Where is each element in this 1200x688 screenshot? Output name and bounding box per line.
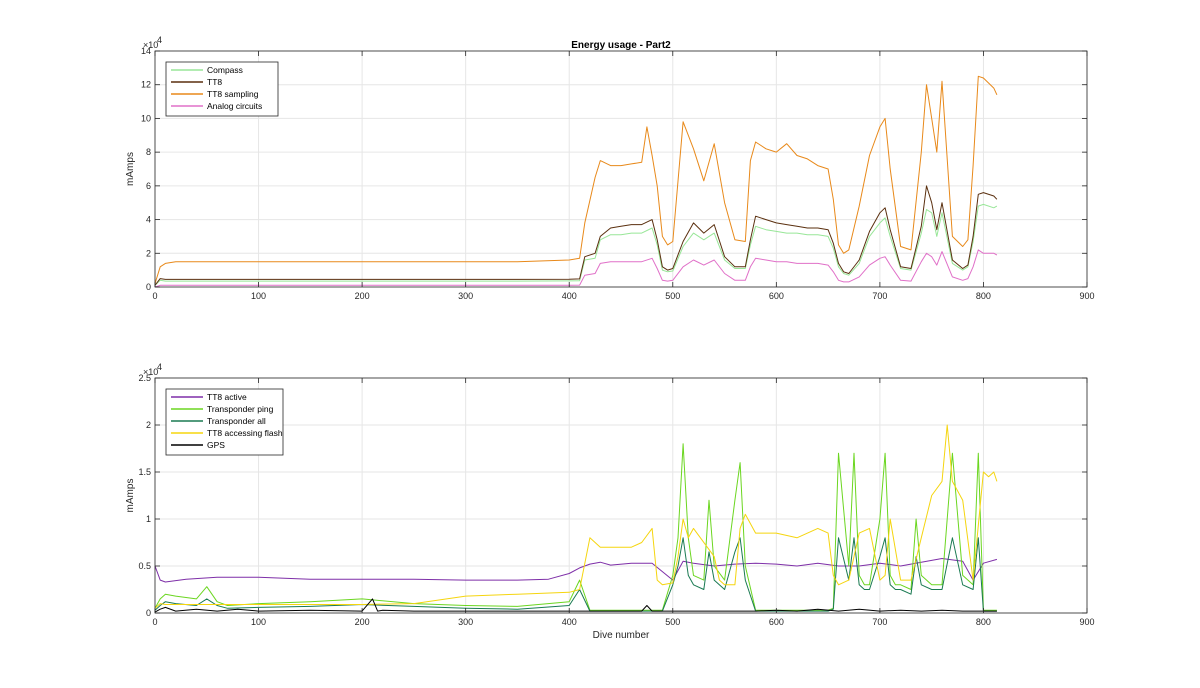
chart-energy-part2-bottom: 0 100 200 300 400 500 600 700 800 900 0 0.5 1 1.5 2 2.5… [125, 362, 1095, 641]
x-tick-label: 500 [665, 291, 680, 301]
y-tick-label: 2.5 [138, 373, 151, 383]
legend-entry-label: TT8 active [207, 392, 247, 402]
x-tick-label: 700 [872, 291, 887, 301]
x-tick-label: 600 [769, 291, 784, 301]
legend-entry-label: TT8 sampling [207, 89, 259, 99]
x-tick-label: 500 [665, 617, 680, 627]
series-line-tt8-accessing-flash [154, 424, 998, 609]
x-tick-label: 900 [1079, 617, 1094, 627]
y-tick-label: 12 [141, 80, 151, 90]
series-line-tt8-active [154, 558, 998, 583]
legend-entry-label: Transponder all [207, 416, 266, 426]
series-line-gps [154, 598, 997, 613]
axes-frame [154, 50, 1088, 288]
y-tick-label: 6 [146, 181, 151, 191]
y-tick-label: 1.5 [138, 467, 151, 477]
x-tick-label: 0 [152, 291, 157, 301]
legend-entry-label: Analog circuits [207, 101, 262, 111]
x-tick-label: 700 [872, 617, 887, 627]
y-tick-label: 1 [146, 514, 151, 524]
legend-entry-label: TT8 [207, 77, 222, 87]
y-tick-label: 10 [141, 113, 151, 123]
y-axis-label: mAmps [125, 479, 136, 513]
chart-title: Energy usage - Part2 [571, 40, 671, 51]
x-tick-label: 100 [251, 291, 266, 301]
plot-area [155, 378, 1087, 613]
x-tick-label: 100 [251, 617, 266, 627]
y-exponent-label: ×10 [143, 367, 158, 377]
legend-entry-label: Transponder ping [207, 404, 274, 414]
x-tick-label: 800 [976, 291, 991, 301]
y-tick-label: 0 [146, 608, 151, 618]
x-tick-label: 400 [562, 617, 577, 627]
y-tick-label: 8 [146, 147, 151, 157]
y-axis-label: mAmps [125, 152, 136, 186]
x-tick-label: 900 [1079, 291, 1094, 301]
series-line-tt8-sampling [154, 75, 998, 284]
series-line-compass [154, 203, 998, 286]
legend-entry-label: Compass [207, 65, 243, 75]
legend-entry-label: TT8 accessing flash [207, 428, 283, 438]
chart-energy-part2-top: 0 100 200 300 400 500 600 700 800 900 0 2 4 6 8 10 12 14×… [125, 35, 1095, 301]
x-tick-label: 200 [355, 617, 370, 627]
x-axis-label: Dive number [593, 630, 650, 641]
y-tick-label: 0.5 [138, 561, 151, 571]
plot-area [155, 51, 1087, 287]
x-tick-label: 200 [355, 291, 370, 301]
legend-entry-label: GPS [207, 440, 225, 450]
x-tick-label: 0 [152, 617, 157, 627]
y-tick-label: 2 [146, 420, 151, 430]
x-tick-label: 300 [458, 291, 473, 301]
y-tick-label: 0 [146, 282, 151, 292]
x-tick-label: 600 [769, 617, 784, 627]
x-tick-label: 800 [976, 617, 991, 627]
y-tick-label: 2 [146, 248, 151, 258]
y-exponent-label: ×10 [143, 40, 158, 50]
series-line-transponder-ping [154, 443, 997, 611]
legend-box [165, 388, 284, 456]
axes-frame [154, 377, 1088, 614]
y-tick-label: 14 [141, 46, 151, 56]
series-line-tt8 [154, 185, 998, 286]
y-tick-label: 4 [146, 215, 151, 225]
x-tick-label: 300 [458, 617, 473, 627]
x-tick-label: 400 [562, 291, 577, 301]
y-exponent-power: 4 [157, 35, 162, 45]
legend-box [165, 61, 279, 117]
y-exponent-power: 4 [157, 362, 162, 372]
